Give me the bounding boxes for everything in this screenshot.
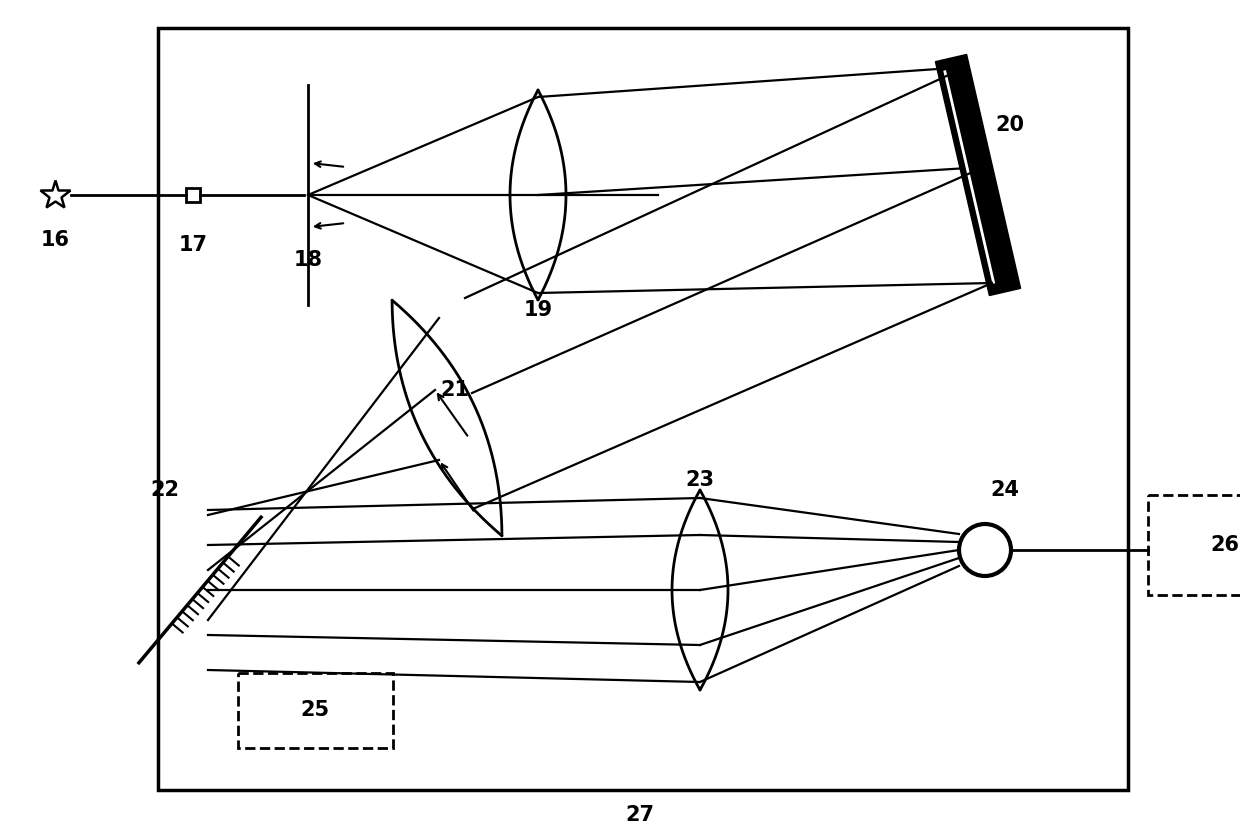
Polygon shape	[935, 55, 1021, 295]
Text: 23: 23	[686, 470, 714, 490]
Bar	[238, 673, 393, 748]
Text: 26: 26	[1210, 535, 1240, 555]
Text: 17: 17	[179, 235, 207, 255]
Text: 18: 18	[294, 250, 322, 270]
Text: 20: 20	[996, 115, 1024, 135]
Text: 19: 19	[523, 300, 553, 320]
Text: 16: 16	[41, 230, 69, 250]
Text: 24: 24	[991, 480, 1019, 500]
Bar	[1148, 495, 1240, 595]
Text: 27: 27	[625, 805, 655, 825]
Text: 22: 22	[150, 480, 180, 500]
Text: 25: 25	[300, 700, 330, 720]
Bar	[157, 28, 1128, 790]
Text: 21: 21	[440, 380, 470, 400]
Bar	[186, 188, 200, 202]
